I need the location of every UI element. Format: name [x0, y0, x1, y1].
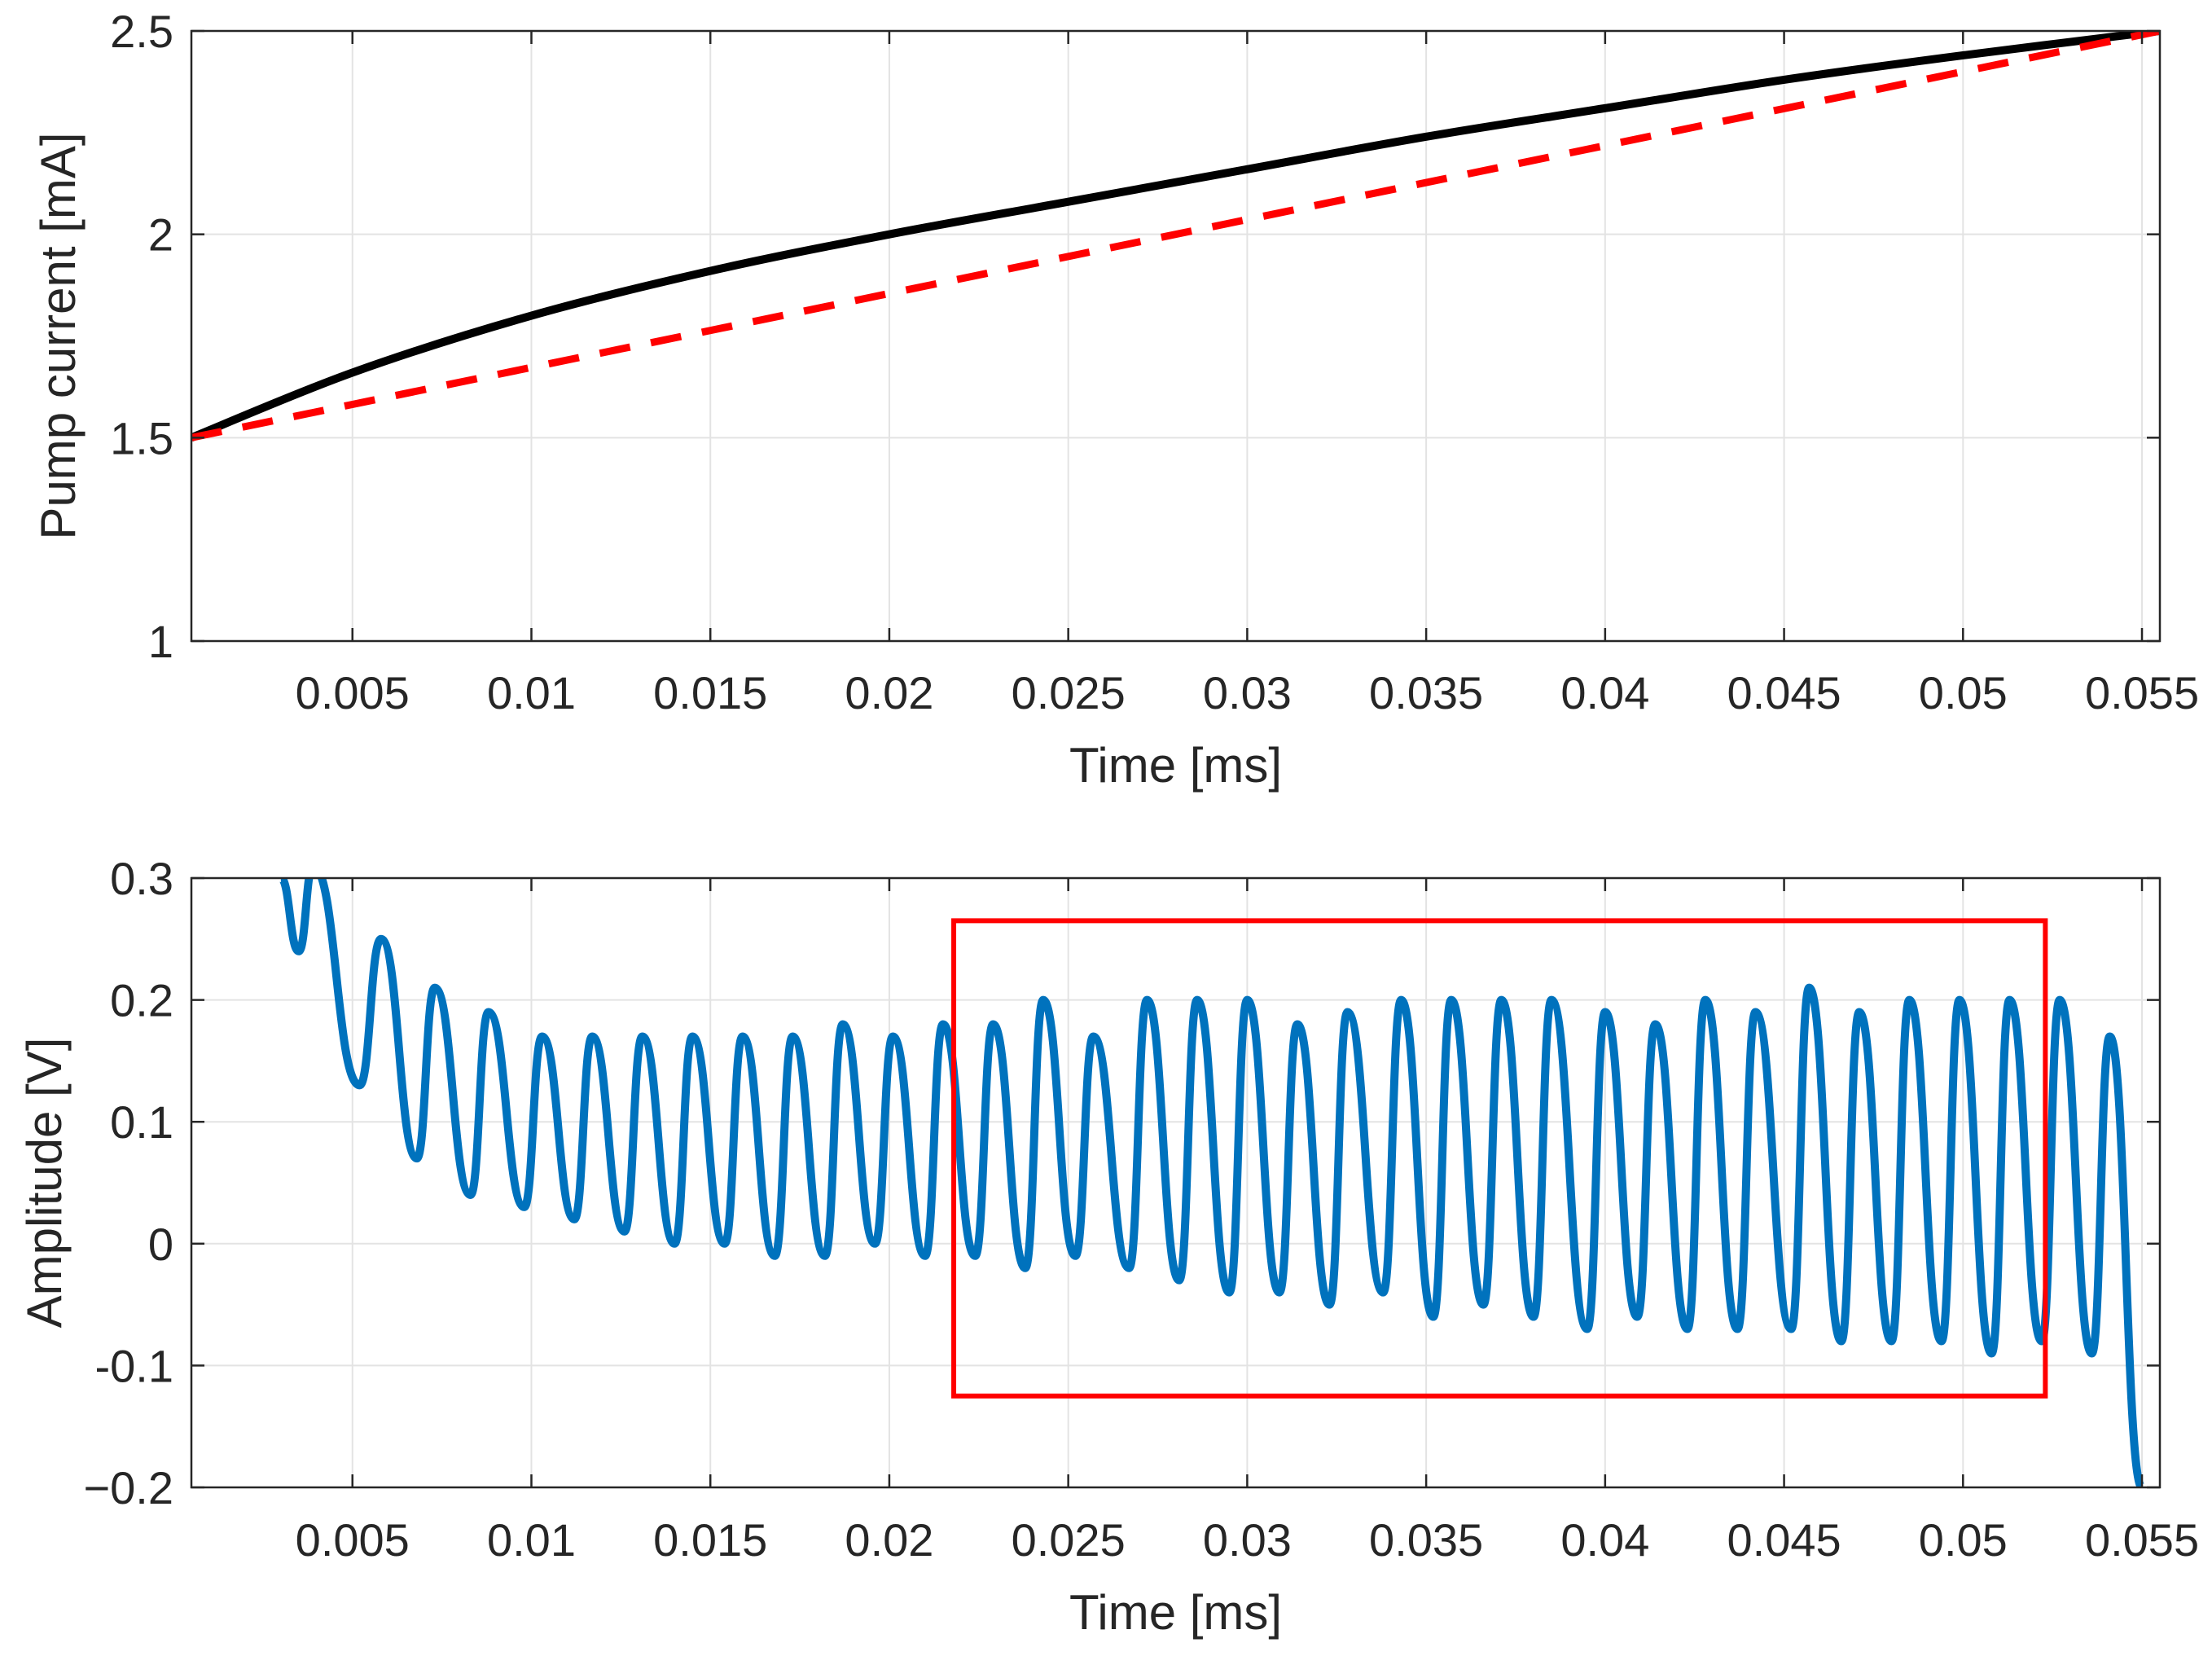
y-tick-label: 1: [148, 616, 173, 667]
y-tick-label: 2: [148, 209, 173, 261]
amplitude-axes-box: [190, 876, 2162, 1489]
highlight-rectangle: [951, 918, 2048, 1399]
x-tick-label: 0.02: [845, 667, 933, 718]
pump-current-grid: [191, 30, 2160, 642]
x-tick-label: 0.05: [1919, 667, 2008, 718]
x-tick-label: 0.02: [845, 1514, 933, 1566]
x-tick-label: 0.01: [487, 1514, 576, 1566]
x-tick-label: 0.045: [1727, 1514, 1841, 1566]
x-tick-label: 0.035: [1369, 1514, 1483, 1566]
pump-current-axes-box: [190, 29, 2162, 643]
x-tick-label: 0.005: [296, 1514, 410, 1566]
x-tick-label: 0.035: [1369, 667, 1483, 718]
y-tick-label: -0.1: [95, 1340, 174, 1391]
y-tick-label: −0.2: [83, 1462, 173, 1513]
pump-current-plot-area: [191, 31, 2160, 441]
amplitude-y-axis-label: Amplitude [V]: [17, 1038, 72, 1329]
amplitude-plot-area: [276, 878, 2146, 1487]
x-tick-label: 0.01: [487, 667, 576, 718]
pump-current-panel: 0.005 0.01 0.015 0.02 0.025 0.03 0.035 0.04 0.04…: [31, 6, 2199, 793]
series-line-signal: [276, 878, 2146, 1487]
x-tick-label: 0.04: [1560, 1514, 1649, 1566]
amplitude-ticks: 0.005 0.01 0.015 0.02 0.025 0.03 0.035 0.04 0.04…: [83, 853, 2199, 1566]
x-tick-label: 0.04: [1560, 667, 1649, 718]
x-tick-label: 0.025: [1012, 667, 1126, 718]
y-tick-label: 0: [148, 1219, 173, 1270]
y-tick-label: 2.5: [110, 6, 173, 57]
plot-series-group: [276, 878, 2146, 1487]
y-tick-label: 0.3: [110, 853, 173, 904]
x-tick-label: 0.045: [1727, 667, 1841, 718]
x-tick-label: 0.03: [1203, 1514, 1292, 1566]
y-tick-label: 0.2: [110, 975, 173, 1026]
y-tick-label: 0.1: [110, 1096, 173, 1148]
x-tick-label: 0.015: [653, 1514, 767, 1566]
x-tick-label: 0.055: [2085, 1514, 2199, 1566]
x-tick-label: 0.055: [2085, 667, 2199, 718]
amplitude-x-axis-label: Time [ms]: [1069, 1585, 1282, 1640]
pump-current-ticks: 0.005 0.01 0.015 0.02 0.025 0.03 0.035 0.04 0.04…: [110, 6, 2199, 718]
plot-series-group: [191, 31, 2160, 441]
series-line-measured: [191, 31, 2160, 441]
x-tick-label: 0.015: [653, 667, 767, 718]
x-tick-label: 0.05: [1919, 1514, 2008, 1566]
y-tick-label: 1.5: [110, 412, 173, 463]
x-tick-label: 0.005: [296, 667, 410, 718]
series-line-linear: [191, 31, 2160, 441]
amplitude-panel: 0.005 0.01 0.015 0.02 0.025 0.03 0.035 0.04 0.04…: [17, 853, 2199, 1640]
pump-current-y-axis-label: Pump current [mA]: [31, 132, 86, 539]
x-tick-label: 0.03: [1203, 667, 1292, 718]
x-tick-label: 0.025: [1012, 1514, 1126, 1566]
pump-current-x-axis-label: Time [ms]: [1069, 738, 1282, 793]
